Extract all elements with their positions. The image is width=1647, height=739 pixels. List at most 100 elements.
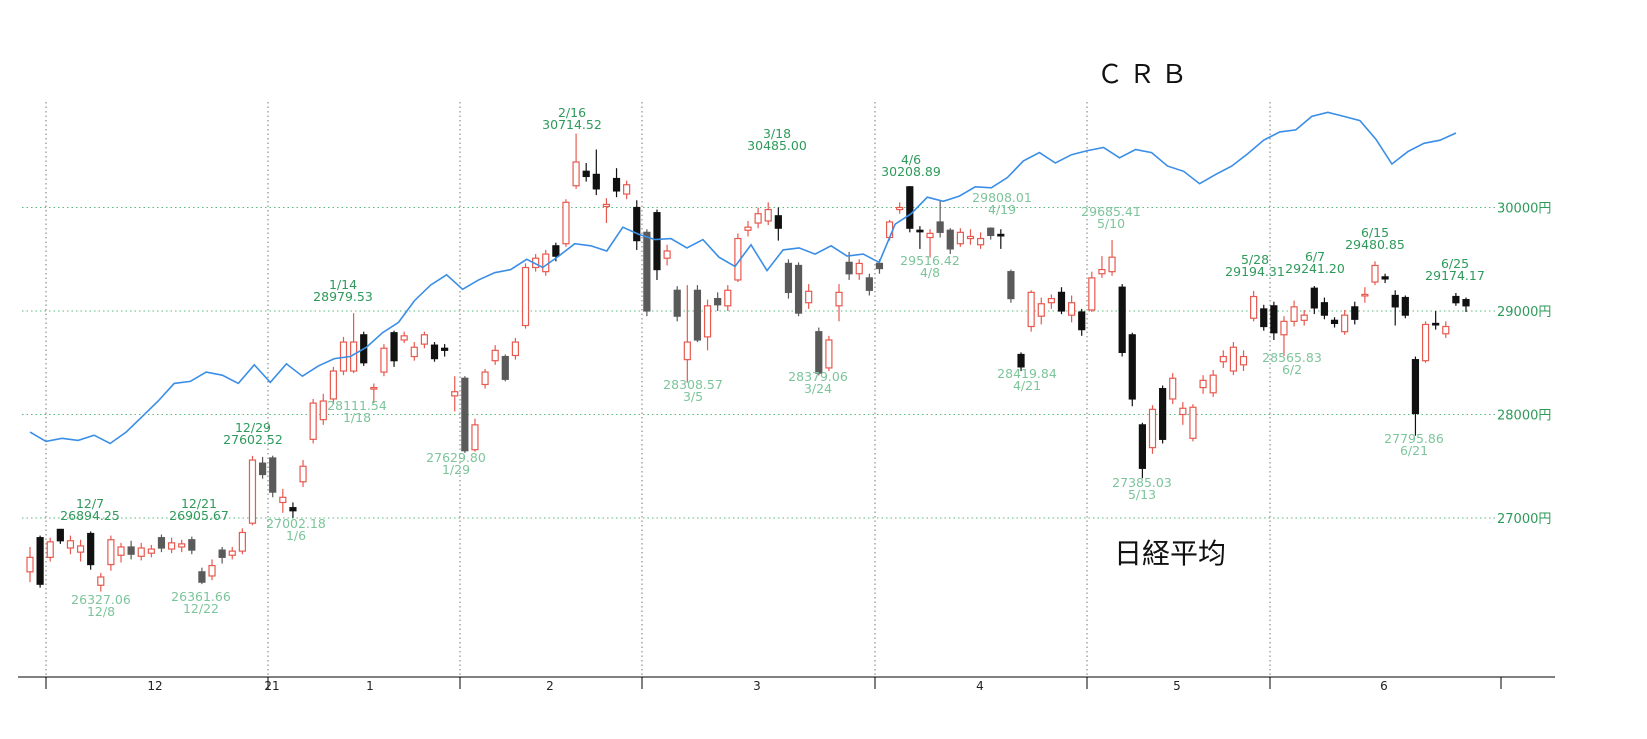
annotation-date: 1/6 <box>286 528 306 543</box>
y-tick-label: 30000円 <box>1497 202 1551 217</box>
candle <box>1108 240 1116 276</box>
annotation-date: 1/18 <box>343 410 371 425</box>
candle-body <box>1088 277 1096 311</box>
annotation-value: 30208.89 <box>881 164 941 179</box>
candle-body <box>1391 294 1399 308</box>
annotation-date: 6/15 <box>1361 225 1389 240</box>
candle <box>76 539 85 562</box>
annotation-value: 26894.25 <box>60 508 120 523</box>
candle-body <box>764 208 772 222</box>
annotation-date: 6/21 <box>1400 443 1428 458</box>
candle-body <box>1381 276 1389 280</box>
candle-body <box>137 547 145 557</box>
candle <box>1088 271 1096 313</box>
candle <box>167 537 176 554</box>
candle <box>511 337 520 360</box>
candle-body <box>319 400 327 421</box>
annotation-value: 27002.18 <box>266 516 326 531</box>
candle <box>906 185 914 233</box>
y-tick-label: 29000円 <box>1497 305 1551 320</box>
candle <box>66 535 75 555</box>
candle <box>936 200 944 238</box>
candle-body <box>1351 306 1359 320</box>
candle-body <box>1462 299 1470 307</box>
candle-body <box>1330 319 1339 325</box>
x-tick-label: 12 <box>147 679 162 693</box>
gridlines <box>22 102 1495 677</box>
candle-body <box>885 221 894 239</box>
candle <box>228 546 236 560</box>
candle <box>441 344 449 357</box>
candle <box>976 232 985 249</box>
candle <box>623 180 631 200</box>
candle <box>1300 309 1308 326</box>
candle-body <box>1138 424 1146 469</box>
candle <box>1341 309 1349 335</box>
candle <box>1189 404 1197 442</box>
candle-body <box>228 550 236 556</box>
candle-body <box>1260 308 1268 328</box>
candle <box>26 546 34 583</box>
candle <box>198 567 206 585</box>
candle <box>188 536 196 555</box>
candle <box>693 285 702 343</box>
annotation-date: 12/22 <box>183 601 219 616</box>
annotation-value: 29194.31 <box>1225 264 1285 279</box>
candle <box>683 285 691 383</box>
candle <box>1169 373 1177 405</box>
annotation-date: 3/24 <box>804 381 832 396</box>
annotation-value: 26361.66 <box>171 589 231 604</box>
y-axis-labels: 27000円 28000円 29000円 30000円 <box>1497 202 1551 528</box>
candle <box>87 531 95 570</box>
candle <box>107 535 115 571</box>
candle <box>1361 287 1369 303</box>
x-tick-label: 4 <box>976 679 984 693</box>
candle-body <box>299 465 307 483</box>
candle-body <box>178 543 186 548</box>
candle-body <box>784 262 793 293</box>
candle-body <box>269 457 277 493</box>
candle-body <box>66 540 75 549</box>
annotation-value: 26327.06 <box>71 592 131 607</box>
annotation-date: 5/10 <box>1097 216 1125 231</box>
candle <box>1330 317 1339 328</box>
nikkei-series-label: 日経平均 <box>1114 537 1226 570</box>
annotation-value: 28979.53 <box>313 289 373 304</box>
candle-body <box>703 305 712 338</box>
candle-body <box>1442 325 1450 335</box>
candle <box>157 534 166 553</box>
candle <box>754 207 762 229</box>
candle <box>1401 295 1409 319</box>
candle-body <box>1270 305 1278 334</box>
candle-body <box>46 541 54 558</box>
candle <box>1148 405 1157 454</box>
candle <box>1371 261 1379 286</box>
annotation-value: 29516.42 <box>900 253 960 268</box>
x-tick-label: 21 <box>264 679 279 693</box>
candle-body <box>987 227 995 237</box>
candle-body <box>1421 323 1430 362</box>
candle-body <box>956 231 964 245</box>
candle-body <box>997 233 1005 237</box>
annotation-value: 30714.52 <box>542 117 602 132</box>
x-tick-label: 6 <box>1380 679 1388 693</box>
candle-body <box>1320 302 1329 316</box>
candle-body <box>147 548 155 554</box>
annotation-date: 6/7 <box>1305 249 1325 264</box>
annotation-date: 4/6 <box>901 152 921 167</box>
annotation-value: 29685.41 <box>1081 204 1141 219</box>
candle <box>1250 290 1258 322</box>
candle-body <box>562 201 570 245</box>
candle-body <box>805 290 813 304</box>
candle-body <box>835 291 843 307</box>
candle-body <box>1047 297 1055 304</box>
candle-body <box>1128 334 1136 400</box>
candle <box>855 259 863 280</box>
candle <box>491 345 499 365</box>
candle <box>269 455 277 498</box>
candle <box>1411 356 1420 436</box>
candle <box>1037 297 1045 325</box>
candle <box>299 460 307 487</box>
candle <box>1270 301 1278 340</box>
candle-body <box>117 546 125 556</box>
